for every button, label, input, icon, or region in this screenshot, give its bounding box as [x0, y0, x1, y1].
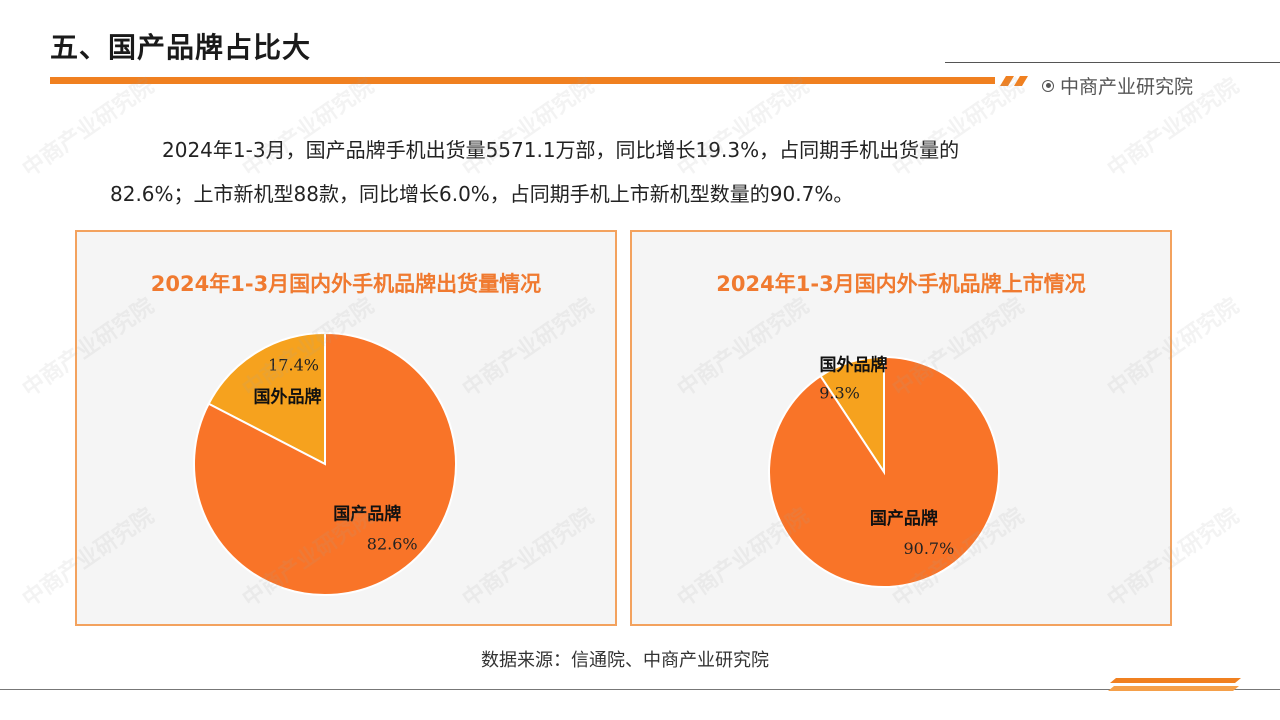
slice-value-label: 82.6% [367, 534, 418, 553]
footer-stripes [1108, 678, 1241, 691]
slice-name-label: 国产品牌 [870, 508, 938, 529]
target-icon [1042, 79, 1054, 92]
pie-slice-foreign [207, 331, 326, 466]
summary-paragraph: 2024年1-3月，国产品牌手机出货量5571.1万部，同比增长19.3%，占同… [110, 128, 1152, 216]
summary-line-2: 82.6%；上市新机型88款，同比增长6.0%，占同期手机上市新机型数量的90.… [110, 182, 854, 206]
chart-panel-launches: 2024年1-3月国内外手机品牌上市情况 国外品牌 9.3% 国产品牌 90.7% [630, 230, 1172, 626]
slice-value-label: 17.4% [268, 355, 319, 374]
slice-name-label: 国产品牌 [333, 503, 401, 524]
header-stripes [1000, 76, 1028, 86]
slice-value-label: 9.3% [819, 384, 860, 403]
chart-panel-shipments: 2024年1-3月国内外手机品牌出货量情况 国外品牌 17.4% 国产品牌 82.6% [75, 230, 617, 626]
pie-chart-launches: 国外品牌 9.3% 国产品牌 90.7% [768, 355, 1000, 588]
page-title: 五、国产品牌占比大 [50, 31, 312, 64]
summary-line-1: 2024年1-3月，国产品牌手机出货量5571.1万部，同比增长19.3%，占同… [162, 138, 960, 162]
header-thin-line [945, 62, 1280, 63]
footer-line [0, 689, 1280, 690]
brand-name: 中商产业研究院 [1060, 76, 1194, 98]
chart-title: 2024年1-3月国内外手机品牌上市情况 [716, 272, 1086, 296]
data-source: 数据来源：信通院、中商产业研究院 [481, 650, 769, 671]
header-accent-bar [50, 77, 995, 84]
slice-value-label: 90.7% [903, 539, 954, 558]
pie-chart-shipments: 国外品牌 17.4% 国产品牌 82.6% [193, 331, 457, 596]
pie-slice-domestic [193, 331, 457, 596]
slice-name-label: 国外品牌 [820, 355, 888, 376]
pie-slice-domestic [768, 355, 1000, 588]
slice-name-label: 国外品牌 [254, 386, 322, 407]
chart-title: 2024年1-3月国内外手机品牌出货量情况 [150, 272, 542, 296]
brand-logo: 中商产业研究院 [1042, 72, 1193, 99]
